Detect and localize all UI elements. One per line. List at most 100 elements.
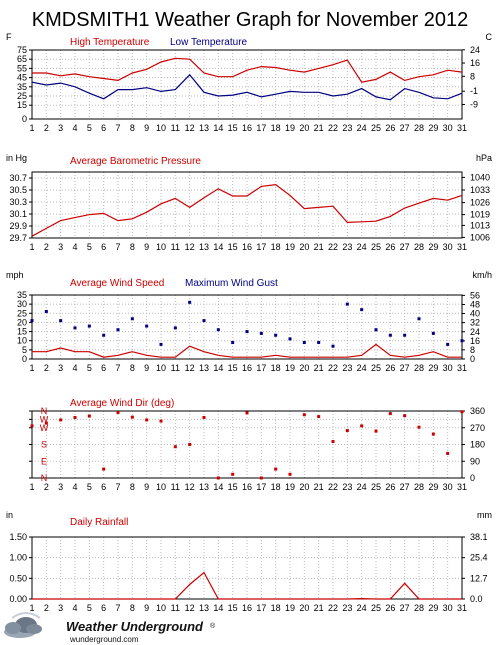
data-point: [317, 341, 321, 345]
x-tick-label: 31: [457, 242, 467, 252]
x-tick-label: 3: [58, 603, 63, 613]
y-tick-label-left: 10: [17, 336, 27, 346]
data-point: [216, 476, 220, 480]
x-tick-label: 18: [271, 363, 281, 373]
y-tick-label-right: 32: [470, 318, 480, 328]
data-point: [302, 413, 306, 417]
data-point: [417, 317, 421, 321]
x-tick-label: 11: [171, 242, 180, 252]
x-tick-label: 29: [428, 482, 438, 492]
x-tick-label: 26: [385, 363, 395, 373]
x-tick-label: 24: [357, 603, 367, 613]
y-tick-label-left: 35: [17, 82, 27, 92]
y-tick-label-right: 16: [470, 336, 480, 346]
x-tick-label: 20: [299, 123, 309, 133]
y-tick-label-right: 1006: [470, 232, 490, 242]
x-tick-label: 25: [371, 482, 381, 492]
x-tick-label: 22: [328, 123, 338, 133]
y-tick-label-right: 8: [470, 345, 475, 355]
y-tick-label-left: 75: [17, 45, 27, 55]
x-tick-label: 3: [58, 482, 63, 492]
chart-panel-2: in Hg hPa Average Barometric Pressure 29.7 2…: [6, 153, 492, 252]
data-point: [87, 414, 91, 418]
y-tick-label-right: 270: [470, 423, 485, 433]
y-tick-label-left: W: [40, 423, 49, 433]
x-tick-label: 7: [115, 123, 120, 133]
x-tick-label: 9: [144, 482, 149, 492]
y-tick-label-left: 5: [22, 345, 27, 355]
y-tick-label-left: S: [41, 440, 47, 450]
x-tick-label: 1: [29, 482, 34, 492]
legend-entry: Average Wind Speed: [70, 278, 164, 289]
data-point: [360, 424, 364, 428]
x-tick-label: 10: [156, 482, 166, 492]
x-tick-label: 3: [58, 363, 63, 373]
y-tick-label-right: 360: [470, 406, 485, 416]
x-tick-label: 4: [72, 363, 77, 373]
x-tick-label: 12: [185, 603, 195, 613]
x-tick-label: 5: [87, 242, 92, 252]
y-tick-label-right: 90: [470, 456, 480, 466]
x-tick-label: 28: [414, 363, 424, 373]
y-tick-label-left: 1.50: [9, 532, 27, 542]
data-point: [202, 319, 206, 323]
data-point: [259, 331, 263, 335]
x-tick-label: 19: [285, 603, 295, 613]
weather-underground-logo[interactable]: Weather Underground ® wunderground.com: [4, 612, 216, 644]
x-tick-label: 29: [428, 123, 438, 133]
data-point: [130, 317, 134, 321]
data-point: [202, 416, 206, 420]
data-point: [345, 302, 349, 306]
x-tick-label: 4: [72, 603, 77, 613]
data-point: [159, 342, 163, 346]
x-tick-label: 31: [457, 482, 467, 492]
data-point: [102, 467, 106, 471]
y-tick-label-left: 35: [17, 290, 27, 300]
x-tick-label: 30: [443, 123, 453, 133]
x-tick-label: 22: [328, 242, 338, 252]
x-tick-label: 27: [400, 363, 410, 373]
data-point: [460, 339, 464, 343]
y-tick-label-right: 1040: [470, 172, 490, 182]
x-tick-label: 17: [256, 603, 266, 613]
x-tick-label: 4: [72, 123, 77, 133]
data-point: [374, 429, 378, 433]
y-tick-label-left: 15: [17, 327, 27, 337]
x-tick-label: 21: [314, 242, 324, 252]
data-point: [173, 445, 177, 449]
x-tick-label: 1: [29, 242, 34, 252]
data-point: [388, 333, 392, 337]
x-tick-label: 4: [72, 482, 77, 492]
x-tick-label: 14: [213, 482, 223, 492]
x-tick-label: 10: [156, 123, 166, 133]
x-tick-label: 15: [228, 482, 238, 492]
data-point: [345, 429, 349, 433]
x-tick-label: 18: [271, 242, 281, 252]
logo-wordmark: Weather Underground: [66, 619, 204, 634]
y-tick-label-left: 0: [22, 354, 27, 364]
x-tick-label: 18: [271, 482, 281, 492]
y-tick-label-right: 24: [470, 45, 480, 55]
x-tick-label: 24: [357, 123, 367, 133]
data-point: [216, 328, 220, 332]
y-tick-label-right: 1019: [470, 210, 490, 220]
x-tick-label: 26: [385, 603, 395, 613]
x-tick-label: 23: [342, 603, 352, 613]
data-point: [245, 330, 249, 334]
data-point: [288, 472, 292, 476]
y-tick-label-right: 38.1: [470, 532, 488, 542]
data-point: [102, 333, 106, 337]
y-tick-label-right: 1013: [470, 220, 490, 230]
x-tick-label: 21: [314, 363, 324, 373]
x-tick-label: 17: [256, 242, 266, 252]
x-tick-label: 16: [242, 242, 252, 252]
data-point: [30, 424, 34, 428]
x-tick-label: 13: [199, 482, 209, 492]
x-tick-label: 17: [256, 123, 266, 133]
page-title: KMDSMITH1 Weather Graph for November 201…: [32, 9, 468, 31]
data-point: [331, 344, 335, 348]
x-tick-label: 24: [357, 482, 367, 492]
x-tick-label: 16: [242, 123, 252, 133]
x-tick-label: 26: [385, 123, 395, 133]
